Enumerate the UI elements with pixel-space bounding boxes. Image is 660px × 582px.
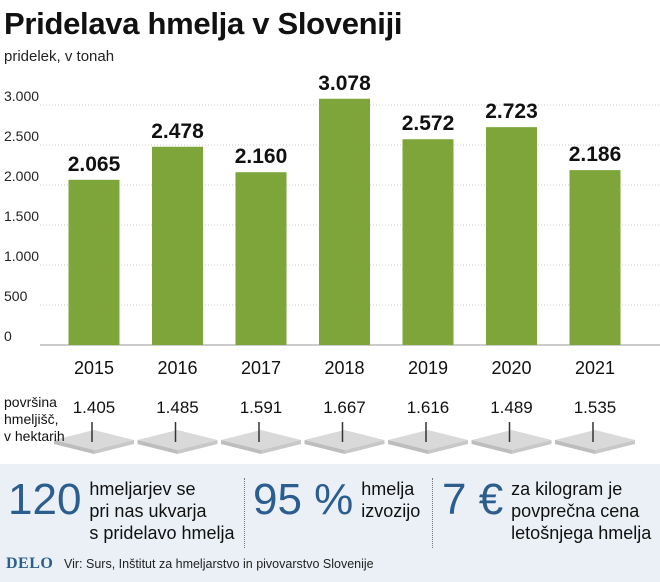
y-tick-label: 1.500 <box>4 208 39 224</box>
area-value: 1.489 <box>490 398 533 417</box>
data-label: 2.186 <box>569 143 622 166</box>
area-tile-side <box>221 440 261 454</box>
bar <box>235 172 287 345</box>
y-tick-label: 2.000 <box>4 168 39 184</box>
bar <box>402 139 454 345</box>
x-axis-ticks: 2015 2016 2017 2018 2019 2020 2021 <box>74 358 615 378</box>
area-tile-side <box>137 440 178 454</box>
area-label-line: v hektarih <box>4 428 65 444</box>
data-label: 2.572 <box>402 112 455 135</box>
area-tile-side <box>388 440 428 454</box>
stat-separator <box>432 478 433 548</box>
bar <box>152 146 203 345</box>
data-label: 3.078 <box>318 72 371 95</box>
chart-subtitle: pridelek, v tonah <box>4 48 115 65</box>
stat-text: hmelja izvozijo <box>361 479 421 521</box>
area-label-line: hmeljišč, <box>4 411 59 427</box>
bar-chart: 0 500 1.000 1.500 2.000 2.500 3.000 2.065 2.478… <box>4 72 660 454</box>
area-value: 1.667 <box>323 398 366 417</box>
area-value: 1.616 <box>407 398 450 417</box>
stats-panel <box>0 464 660 582</box>
delo-logo: DELO <box>6 555 54 572</box>
area-tile-side <box>177 440 218 454</box>
area-tile-side <box>428 440 468 454</box>
area-values: 1.405 1.485 1.591 1.667 1.616 1.489 1.535 <box>73 398 617 417</box>
area-markers <box>54 422 635 454</box>
bar <box>319 98 370 345</box>
stat-hop-growers: 120 hmeljarjev se pri nas ukvarja s prid… <box>8 474 235 544</box>
bar <box>569 170 621 345</box>
stat-text: hmeljarjev se pri nas ukvarja s pridelav… <box>89 479 235 543</box>
area-tile-side <box>344 440 385 454</box>
area-label-line: površina <box>4 394 57 410</box>
x-tick-label: 2015 <box>74 358 114 378</box>
data-label: 2.065 <box>68 153 121 176</box>
stat-separator <box>244 478 245 548</box>
stat-number: 7 € <box>442 475 504 524</box>
bar <box>486 127 537 345</box>
y-tick-label: 3.000 <box>4 88 39 104</box>
area-tile-side <box>54 440 94 454</box>
stat-number: 95 % <box>253 475 354 524</box>
bar <box>68 179 120 345</box>
x-tick-label: 2018 <box>324 358 364 378</box>
y-tick-label: 1.000 <box>4 248 39 264</box>
x-tick-label: 2020 <box>491 358 531 378</box>
area-tile-side <box>261 440 301 454</box>
stat-number: 120 <box>8 475 82 524</box>
area-tile-side <box>304 440 345 454</box>
area-tile-side <box>471 440 512 454</box>
source-note: Vir: Surs, Inštitut za hmeljarstvo in pi… <box>64 557 374 571</box>
data-labels: 2.065 2.478 2.160 3.078 2.572 2.723 2.186 <box>68 72 622 176</box>
area-tile-side <box>511 440 552 454</box>
area-label: površina hmeljišč, v hektarih <box>4 394 65 445</box>
stat-export-share: 95 % hmelja izvozijo <box>253 474 420 524</box>
stat-text: za kilogram je povprečna cena letošnjega… <box>511 479 652 543</box>
y-tick-label: 2.500 <box>4 128 39 144</box>
bars <box>68 98 621 345</box>
data-label: 2.723 <box>485 100 538 123</box>
area-value: 1.591 <box>240 398 283 417</box>
area-value: 1.405 <box>73 398 116 417</box>
x-tick-label: 2021 <box>575 358 615 378</box>
y-tick-label: 0 <box>4 328 12 344</box>
area-tile-side <box>555 440 595 454</box>
x-tick-label: 2017 <box>241 358 281 378</box>
data-label: 2.478 <box>151 120 204 143</box>
stat-price: 7 € za kilogram je povprečna cena letošn… <box>442 474 651 544</box>
area-value: 1.535 <box>574 398 617 417</box>
x-tick-label: 2019 <box>408 358 448 378</box>
y-axis-ticks: 0 500 1.000 1.500 2.000 2.500 3.000 <box>4 88 39 344</box>
x-tick-label: 2016 <box>157 358 197 378</box>
area-value: 1.485 <box>156 398 199 417</box>
area-tile-side <box>94 440 134 454</box>
area-tile-side <box>595 440 635 454</box>
data-label: 2.160 <box>235 145 288 168</box>
chart-title: Pridelava hmelja v Sloveniji <box>4 6 403 41</box>
y-tick-label: 500 <box>4 288 28 304</box>
